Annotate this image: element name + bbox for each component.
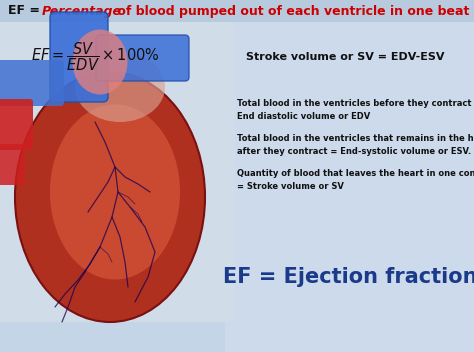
Text: Stroke volume or SV = EDV-ESV: Stroke volume or SV = EDV-ESV xyxy=(246,52,444,62)
Text: Percentage: Percentage xyxy=(42,5,122,18)
Text: EF = Ejection fraction: EF = Ejection fraction xyxy=(223,267,474,287)
Ellipse shape xyxy=(73,30,128,94)
FancyBboxPatch shape xyxy=(0,0,474,22)
Ellipse shape xyxy=(15,72,205,322)
Text: of blood pumped out of each ventricle in one beat: of blood pumped out of each ventricle in… xyxy=(113,5,469,18)
Text: Quantity of blood that leaves the heart in one contraction: Quantity of blood that leaves the heart … xyxy=(237,169,474,178)
Ellipse shape xyxy=(50,105,180,279)
Text: Total blood in the ventricles that remains in the heart: Total blood in the ventricles that remai… xyxy=(237,134,474,143)
FancyBboxPatch shape xyxy=(50,12,108,102)
FancyBboxPatch shape xyxy=(96,35,189,81)
FancyBboxPatch shape xyxy=(225,0,474,352)
Ellipse shape xyxy=(75,52,165,122)
FancyBboxPatch shape xyxy=(0,144,25,185)
FancyBboxPatch shape xyxy=(0,99,33,150)
Text: after they contract = End-systolic volume or ESV.: after they contract = End-systolic volum… xyxy=(237,147,471,156)
Text: End diastolic volume or EDV: End diastolic volume or EDV xyxy=(237,112,370,121)
Text: $EF = \dfrac{SV}{EDV} \times 100\%$: $EF = \dfrac{SV}{EDV} \times 100\%$ xyxy=(31,41,159,73)
FancyBboxPatch shape xyxy=(0,60,64,106)
Text: = Stroke volume or SV: = Stroke volume or SV xyxy=(237,182,344,191)
FancyBboxPatch shape xyxy=(0,22,235,322)
Text: Total blood in the ventricles before they contract =: Total blood in the ventricles before the… xyxy=(237,99,474,108)
Text: EF =: EF = xyxy=(8,5,45,18)
